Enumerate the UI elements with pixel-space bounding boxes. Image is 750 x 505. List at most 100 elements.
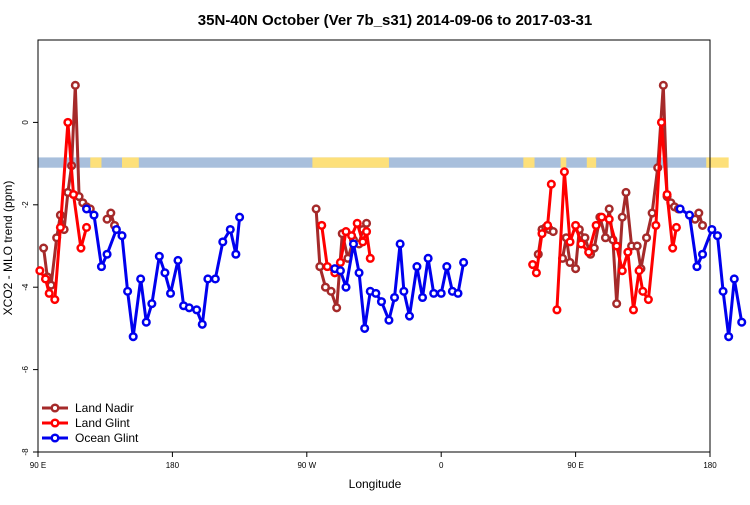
data-point xyxy=(662,189,672,200)
land-band-segment xyxy=(312,157,389,168)
data-point xyxy=(612,299,622,309)
data-point xyxy=(459,257,469,268)
data-point xyxy=(55,222,65,233)
x-tick-label: 90 W xyxy=(297,461,316,470)
data-point xyxy=(106,208,116,218)
data-point xyxy=(326,286,336,296)
data-point xyxy=(658,80,668,90)
land-band-segment xyxy=(560,157,567,168)
data-point xyxy=(729,274,739,284)
data-point xyxy=(395,239,405,249)
data-point xyxy=(537,229,547,239)
data-point xyxy=(600,233,611,243)
data-point xyxy=(160,268,170,278)
data-point xyxy=(81,204,92,214)
data-point xyxy=(641,233,652,243)
data-point xyxy=(76,243,86,253)
data-point xyxy=(690,214,700,224)
legend-label: Land Nadir xyxy=(75,401,134,415)
data-point xyxy=(571,264,581,274)
x-tick-label: 0 xyxy=(439,461,444,470)
data-point xyxy=(203,274,213,284)
land-band-segment xyxy=(90,157,102,168)
data-point xyxy=(102,249,112,259)
data-point xyxy=(225,224,235,235)
data-point xyxy=(63,117,73,127)
legend-marker xyxy=(50,433,60,443)
data-point xyxy=(154,251,164,261)
series-line xyxy=(334,242,466,330)
data-point xyxy=(192,305,202,315)
data-point xyxy=(70,80,80,90)
data-point xyxy=(231,249,241,259)
data-point xyxy=(102,214,112,224)
data-point xyxy=(376,297,387,307)
data-point xyxy=(707,224,717,235)
chart-title: 35N-40N October (Ver 7b_s31) 2014-09-06 … xyxy=(198,12,592,29)
data-point xyxy=(348,239,359,249)
data-point xyxy=(628,305,639,315)
data-point xyxy=(712,231,723,241)
data-point xyxy=(365,253,375,263)
data-point xyxy=(412,262,422,272)
data-point xyxy=(453,288,463,298)
data-point xyxy=(371,288,381,298)
data-point xyxy=(320,282,331,292)
plot-frame xyxy=(37,39,711,453)
data-point xyxy=(671,222,681,233)
data-point xyxy=(40,274,51,284)
x-tick-label: 90 E xyxy=(30,461,46,470)
data-point xyxy=(565,257,575,268)
data-point xyxy=(617,266,627,276)
data-point xyxy=(39,243,49,253)
data-point xyxy=(718,286,728,296)
data-point xyxy=(651,220,661,230)
data-point xyxy=(184,303,194,313)
data-point xyxy=(347,231,357,241)
data-point xyxy=(136,274,146,284)
data-point xyxy=(543,220,553,230)
series-ocean-glint xyxy=(81,204,747,342)
data-point xyxy=(724,332,734,342)
data-point xyxy=(361,227,372,237)
legend-label: Land Glint xyxy=(75,416,130,430)
data-point xyxy=(417,292,428,303)
data-point xyxy=(697,249,708,259)
y-tick-label: -8 xyxy=(21,448,30,456)
data-point xyxy=(147,299,157,309)
axes: 90 E 180 90 W 0 90 E 180 0 -2 -4 -6 -8 xyxy=(21,39,717,470)
legend-item: Land Nadir xyxy=(42,401,134,415)
data-point xyxy=(235,212,245,222)
data-point xyxy=(528,259,538,270)
y-tick-label: -4 xyxy=(21,283,30,291)
data-point xyxy=(675,204,685,214)
data-point xyxy=(692,262,702,272)
series-line xyxy=(42,83,91,287)
data-point xyxy=(436,288,446,298)
land-band-segment xyxy=(586,157,597,168)
data-point xyxy=(552,305,562,315)
data-point xyxy=(584,247,594,257)
data-point xyxy=(694,208,704,218)
data-point xyxy=(89,210,99,220)
data-point xyxy=(559,167,569,177)
data-point xyxy=(404,311,415,321)
data-point xyxy=(165,288,176,298)
legend-marker xyxy=(50,403,60,413)
y-tick-label: -2 xyxy=(21,201,30,209)
data-point xyxy=(617,212,627,222)
data-point xyxy=(684,210,695,220)
data-point xyxy=(389,292,400,303)
land-band-segment xyxy=(523,157,535,168)
data-point xyxy=(210,274,220,284)
data-point xyxy=(384,315,394,325)
data-point xyxy=(332,303,342,313)
data-point xyxy=(647,208,657,218)
data-point xyxy=(218,237,228,247)
y-axis-title: XCO2 - MLO trend (ppm) xyxy=(1,181,15,316)
data-point xyxy=(565,237,575,247)
legend-label: Ocean Glint xyxy=(75,431,139,445)
data-point xyxy=(352,218,362,228)
